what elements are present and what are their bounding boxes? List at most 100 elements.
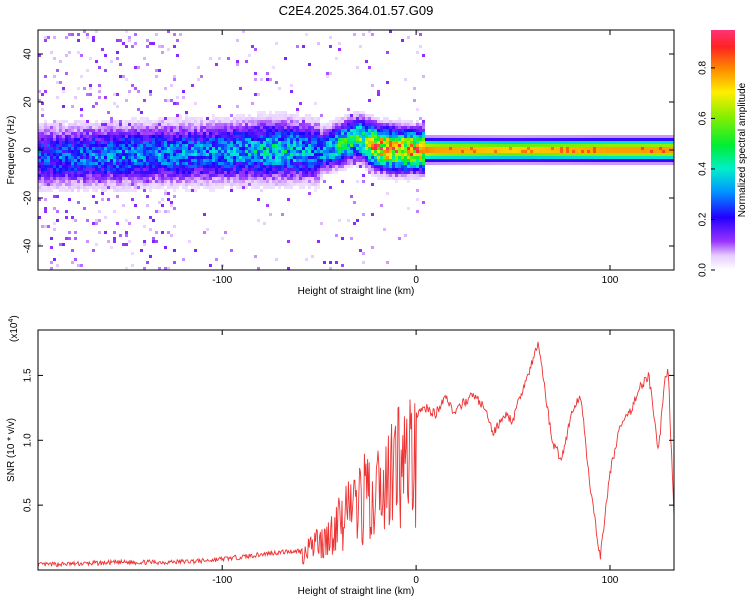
heatmap-cell — [455, 159, 458, 162]
heatmap-cell — [272, 171, 275, 174]
heatmap-cell — [170, 171, 173, 174]
heatmap-cell — [578, 156, 581, 159]
heatmap-cell — [59, 171, 62, 174]
heatmap-cell — [191, 138, 194, 141]
heatmap-cell — [236, 123, 239, 126]
heatmap-cell — [242, 183, 245, 186]
heatmap-cell — [533, 144, 536, 147]
heatmap-cell — [392, 159, 395, 162]
heatmap-cell — [422, 162, 425, 165]
heatmap-cell — [131, 153, 134, 156]
heatmap-cell — [419, 150, 422, 153]
heatmap-cell — [242, 177, 245, 180]
heatmap-cell — [356, 123, 359, 126]
heatmap-cell — [503, 141, 506, 144]
heatmap-cell — [260, 156, 263, 159]
heatmap-cell — [209, 264, 212, 267]
heatmap-cell — [383, 162, 386, 165]
heatmap-cell — [359, 153, 362, 156]
heatmap-cell — [257, 129, 260, 132]
heatmap-cell — [332, 150, 335, 153]
heatmap-cell — [122, 135, 125, 138]
heatmap-cell — [266, 165, 269, 168]
heatmap-cell — [254, 156, 257, 159]
heatmap-cell — [563, 162, 566, 165]
heatmap-cell — [218, 174, 221, 177]
heatmap-cell — [65, 135, 68, 138]
heatmap-cell — [98, 159, 101, 162]
heatmap-cell — [509, 150, 512, 153]
heatmap-cell — [335, 141, 338, 144]
heatmap-cell — [656, 162, 659, 165]
heatmap-cell — [491, 153, 494, 156]
heatmap-cell — [335, 123, 338, 126]
heatmap-cell — [281, 177, 284, 180]
heatmap-cell — [179, 141, 182, 144]
heatmap-cell — [137, 147, 140, 150]
heatmap-cell — [113, 231, 116, 234]
heatmap-cell — [74, 186, 77, 189]
heatmap-cell — [212, 114, 215, 117]
heatmap-cell — [308, 186, 311, 189]
heatmap-cell — [125, 138, 128, 141]
heatmap-cell — [245, 150, 248, 153]
heatmap-cell — [92, 177, 95, 180]
heatmap-cell — [257, 123, 260, 126]
heatmap-cell — [302, 183, 305, 186]
heatmap-cell — [119, 156, 122, 159]
heatmap-cell — [410, 153, 413, 156]
heatmap-cell — [236, 168, 239, 171]
heatmap-cell — [311, 177, 314, 180]
heatmap-cell — [293, 126, 296, 129]
heatmap-cell — [233, 138, 236, 141]
heatmap-cell — [413, 165, 416, 168]
heatmap-cell — [323, 129, 326, 132]
heatmap-cell — [314, 162, 317, 165]
heatmap-cell — [68, 231, 71, 234]
heatmap-cell — [257, 141, 260, 144]
heatmap-cell — [158, 147, 161, 150]
heatmap-cell — [104, 135, 107, 138]
heatmap-cell — [296, 45, 299, 48]
heatmap-cell — [653, 153, 656, 156]
heatmap-cell — [419, 123, 422, 126]
heatmap-cell — [356, 66, 359, 69]
heatmap-cell — [227, 183, 230, 186]
heatmap-cell — [383, 153, 386, 156]
heatmap-cell — [626, 150, 629, 153]
heatmap-cell — [200, 159, 203, 162]
heatmap-cell — [266, 144, 269, 147]
heatmap-y-tick-label: 20 — [23, 96, 34, 108]
heatmap-cell — [47, 138, 50, 141]
heatmap-cell — [503, 138, 506, 141]
heatmap-cell — [365, 120, 368, 123]
heatmap-cell — [614, 156, 617, 159]
heatmap-cell — [353, 132, 356, 135]
heatmap-cell — [47, 168, 50, 171]
heatmap-cell — [197, 123, 200, 126]
heatmap-cell — [101, 186, 104, 189]
heatmap-cell — [167, 171, 170, 174]
heatmap-cell — [650, 135, 653, 138]
heatmap-cell — [644, 150, 647, 153]
heatmap-cell — [212, 126, 215, 129]
heatmap-cell — [329, 45, 332, 48]
heatmap-cell — [200, 120, 203, 123]
heatmap-cell — [122, 147, 125, 150]
heatmap-cell — [281, 123, 284, 126]
heatmap-cell — [590, 147, 593, 150]
heatmap-cell — [326, 153, 329, 156]
heatmap-cell — [212, 117, 215, 120]
heatmap-cell — [329, 36, 332, 39]
heatmap-cell — [269, 162, 272, 165]
heatmap-cell — [188, 135, 191, 138]
heatmap-cell — [323, 138, 326, 141]
heatmap-cell — [308, 138, 311, 141]
heatmap-cell — [104, 144, 107, 147]
heatmap-cell — [368, 144, 371, 147]
heatmap-cell — [122, 120, 125, 123]
heatmap-cell — [74, 144, 77, 147]
heatmap-cell — [119, 63, 122, 66]
heatmap-cell — [215, 186, 218, 189]
heatmap-cell — [332, 123, 335, 126]
